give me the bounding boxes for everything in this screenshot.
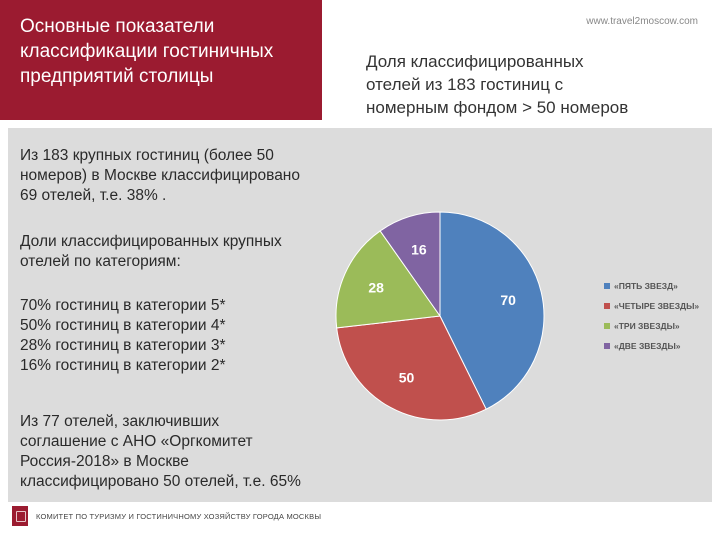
pie-data-label: 70 xyxy=(500,292,516,308)
pie-slice xyxy=(439,211,545,410)
title-line: предприятий столицы xyxy=(20,66,214,87)
legend-swatch xyxy=(604,283,610,289)
text-line: 69 отелей, т.е. 38% . xyxy=(20,187,167,204)
legend-item: «ДВЕ ЗВЕЗДЫ» xyxy=(604,336,699,356)
title-line: классификации гостиничных xyxy=(20,41,274,62)
subtitle-line: отелей из 183 гостиниц с xyxy=(366,75,564,94)
text-line: соглашение с АНО «Оргкомитет xyxy=(20,433,253,450)
paragraph-summary: Из 183 крупных гостиниц (более 50 номеро… xyxy=(20,146,360,206)
pie-data-label: 50 xyxy=(399,370,415,386)
text-line: 16% гостиниц в категории 2* xyxy=(20,357,226,374)
legend-label: «ДВЕ ЗВЕЗДЫ» xyxy=(614,341,681,351)
site-url: www.travel2moscow.com xyxy=(586,16,698,27)
page-title: Основные показатели классификации гостин… xyxy=(20,14,315,89)
legend-label: «ПЯТЬ ЗВЕЗД» xyxy=(614,281,678,291)
text-line: номеров) в Москве классифицировано xyxy=(20,167,300,184)
text-line: Россия-2018» в Москве xyxy=(20,453,189,470)
footer: КОМИТЕТ ПО ТУРИЗМУ И ГОСТИНИЧНОМУ ХОЗЯЙС… xyxy=(12,506,321,526)
text-line: 50% гостиниц в категории 4* xyxy=(20,317,226,334)
text-line: классифицировано 50 отелей, т.е. 65% xyxy=(20,473,301,490)
legend-label: «ТРИ ЗВЕЗДЫ» xyxy=(614,321,680,331)
legend-swatch xyxy=(604,323,610,329)
pie-data-label: 28 xyxy=(368,279,384,295)
legend-swatch xyxy=(604,303,610,309)
legend-label: «ЧЕТЫРЕ ЗВЕЗДЫ» xyxy=(614,301,700,311)
text-line: 28% гостиниц в категории 3* xyxy=(20,337,226,354)
title-line: Основные показатели xyxy=(20,16,215,37)
chart-legend: «ПЯТЬ ЗВЕЗД» «ЧЕТЫРЕ ЗВЕЗДЫ» «ТРИ ЗВЕЗДЫ» «… xyxy=(604,276,699,356)
chart-subtitle: Доля классифицированных отелей из 183 го… xyxy=(366,50,706,119)
pie-data-label: 16 xyxy=(411,241,427,257)
pie-chart: 70 50 28 16 xyxy=(335,211,545,421)
legend-item: «ПЯТЬ ЗВЕЗД» xyxy=(604,276,699,296)
subtitle-line: номерным фондом > 50 номеров xyxy=(366,98,629,117)
pie-slice xyxy=(336,315,487,421)
footer-text: КОМИТЕТ ПО ТУРИЗМУ И ГОСТИНИЧНОМУ ХОЗЯЙС… xyxy=(36,511,322,521)
text-line: Доли классифицированных крупных xyxy=(20,233,282,250)
text-line: Из 183 крупных гостиниц (более 50 xyxy=(20,147,274,164)
paragraph-category-list: 70% гостиниц в категории 5* 50% гостиниц… xyxy=(20,296,360,376)
title-banner: Основные показатели классификации гостин… xyxy=(0,0,322,120)
legend-item: «ТРИ ЗВЕЗДЫ» xyxy=(604,316,699,336)
moscow-emblem-icon xyxy=(12,506,28,526)
legend-swatch xyxy=(604,343,610,349)
text-line: 70% гостиниц в категории 5* xyxy=(20,297,226,314)
paragraph-agreement: Из 77 отелей, заключивших соглашение с А… xyxy=(20,412,360,492)
text-line: Из 77 отелей, заключивших xyxy=(20,413,220,430)
pie-slice xyxy=(335,230,441,329)
subtitle-line: Доля классифицированных xyxy=(366,52,584,71)
legend-item: «ЧЕТЫРЕ ЗВЕЗДЫ» xyxy=(604,296,699,316)
pie-slice xyxy=(379,211,441,318)
text-line: отелей по категориям: xyxy=(20,253,181,270)
paragraph-categories-heading: Доли классифицированных крупных отелей п… xyxy=(20,232,360,272)
